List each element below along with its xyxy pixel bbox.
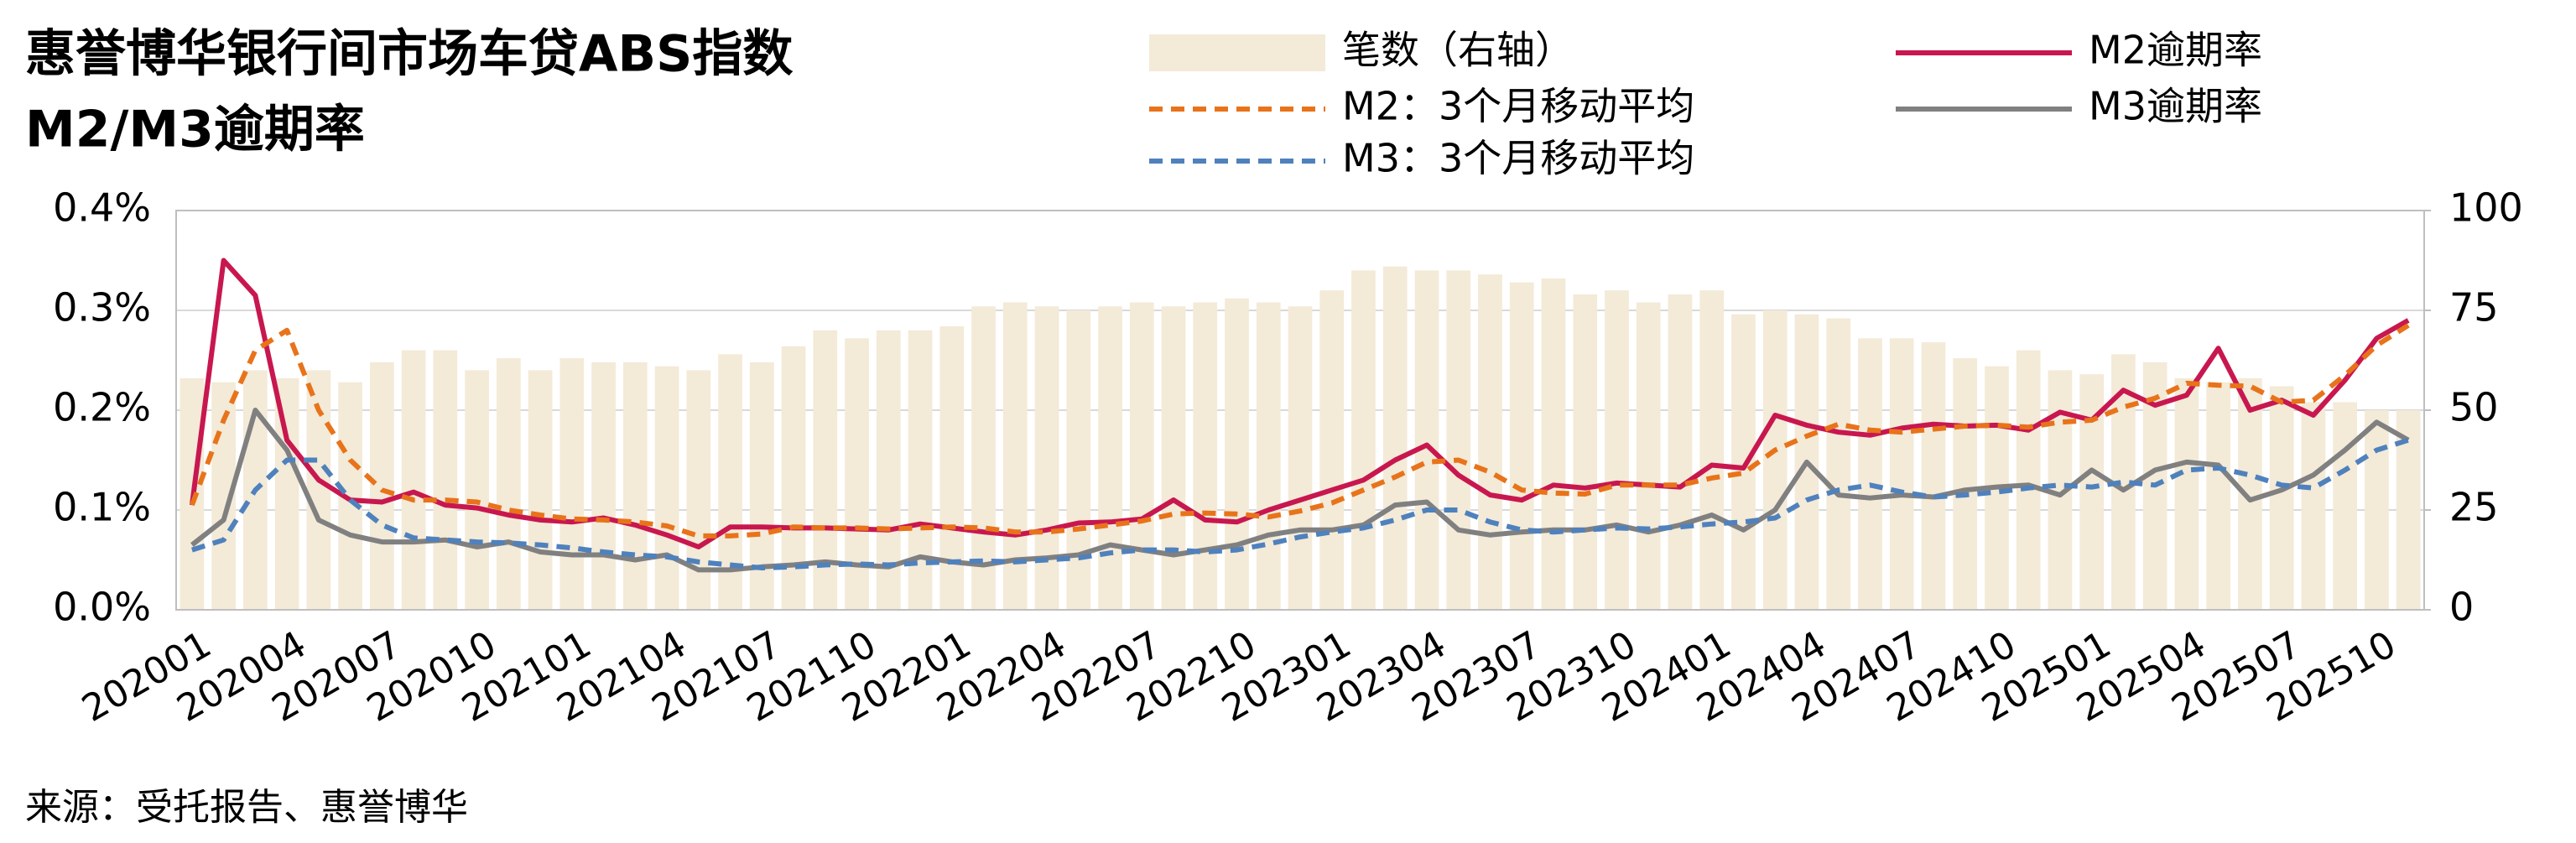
bar — [401, 350, 426, 610]
bar — [1509, 282, 1534, 610]
y-tick-label: 0.2% — [53, 385, 151, 430]
bar — [2396, 410, 2421, 610]
bar — [274, 377, 299, 610]
y-tick-label: 0.4% — [53, 185, 151, 231]
bar — [2301, 402, 2326, 610]
y2-tick-label: 100 — [2449, 185, 2523, 231]
bar — [1382, 266, 1408, 610]
bar — [2016, 350, 2041, 610]
bar — [1921, 342, 1946, 610]
legend-label: 笔数（右轴） — [1342, 28, 1574, 73]
bar — [1762, 310, 1788, 610]
bar — [622, 362, 648, 610]
bar — [2206, 382, 2230, 610]
bar — [654, 366, 679, 610]
chart-title: 惠誉博华银行间市场车贷ABS指数 — [25, 25, 793, 84]
plot-frame — [175, 210, 2425, 611]
line-series — [190, 437, 2410, 570]
legend-label: M3逾期率 — [2089, 84, 2262, 129]
bar — [1193, 302, 1218, 610]
y-tick-label: 0.0% — [53, 585, 151, 630]
bar — [686, 370, 711, 610]
line-series — [190, 323, 2410, 539]
bar — [1161, 306, 1186, 610]
bar — [908, 330, 933, 610]
bar — [1098, 306, 1122, 610]
legend-label: M2：3个月移动平均 — [1342, 84, 1694, 129]
bar — [1351, 270, 1376, 610]
bar — [1668, 294, 1693, 610]
legend-swatch — [1149, 34, 1325, 71]
bar — [2333, 402, 2357, 610]
y-tick-label: 0.1% — [53, 485, 151, 530]
bar — [1288, 306, 1313, 610]
bar — [528, 370, 553, 610]
bar — [1225, 298, 1249, 610]
bar — [1256, 302, 1281, 610]
bar — [370, 362, 394, 610]
bar — [939, 326, 965, 610]
bar — [433, 350, 458, 610]
bar — [1319, 290, 1345, 610]
bar — [496, 358, 521, 610]
bar — [1034, 306, 1059, 610]
bar — [813, 330, 838, 610]
line-series — [189, 258, 2410, 549]
bar — [1636, 302, 1661, 610]
y2-tick-label: 0 — [2449, 585, 2474, 630]
legend-label: M2逾期率 — [2089, 28, 2262, 73]
bar — [1826, 318, 1851, 610]
y2-tick-label: 25 — [2449, 485, 2499, 530]
bar — [465, 370, 489, 610]
bar — [2365, 410, 2389, 610]
chart-subtitle: M2/M3逾期率 — [25, 101, 365, 159]
y2-tick-label: 50 — [2449, 385, 2499, 430]
bar — [1478, 274, 1502, 610]
bar — [2174, 377, 2199, 610]
bar — [1699, 290, 1725, 610]
bar — [1414, 270, 1439, 610]
bar — [781, 346, 806, 610]
bar — [1446, 270, 1471, 610]
bar — [1541, 278, 1566, 610]
bar — [1858, 338, 1882, 610]
bar — [1953, 358, 1978, 610]
bar — [1573, 294, 1598, 610]
bar — [2269, 386, 2294, 610]
y2-tick-label: 75 — [2449, 285, 2499, 330]
bar — [591, 362, 616, 610]
y-tick-label: 0.3% — [53, 285, 151, 330]
line-series — [190, 408, 2410, 573]
bar — [1731, 314, 1756, 610]
bar — [559, 358, 585, 610]
source-note: 来源：受托报告、惠誉博华 — [25, 786, 468, 829]
bar — [1605, 290, 1629, 610]
legend-label: M3：3个月移动平均 — [1342, 136, 1694, 181]
bar — [845, 338, 869, 610]
bar — [1066, 310, 1091, 610]
bar — [1889, 338, 1914, 610]
bar — [749, 362, 774, 610]
bar — [1129, 302, 1154, 610]
